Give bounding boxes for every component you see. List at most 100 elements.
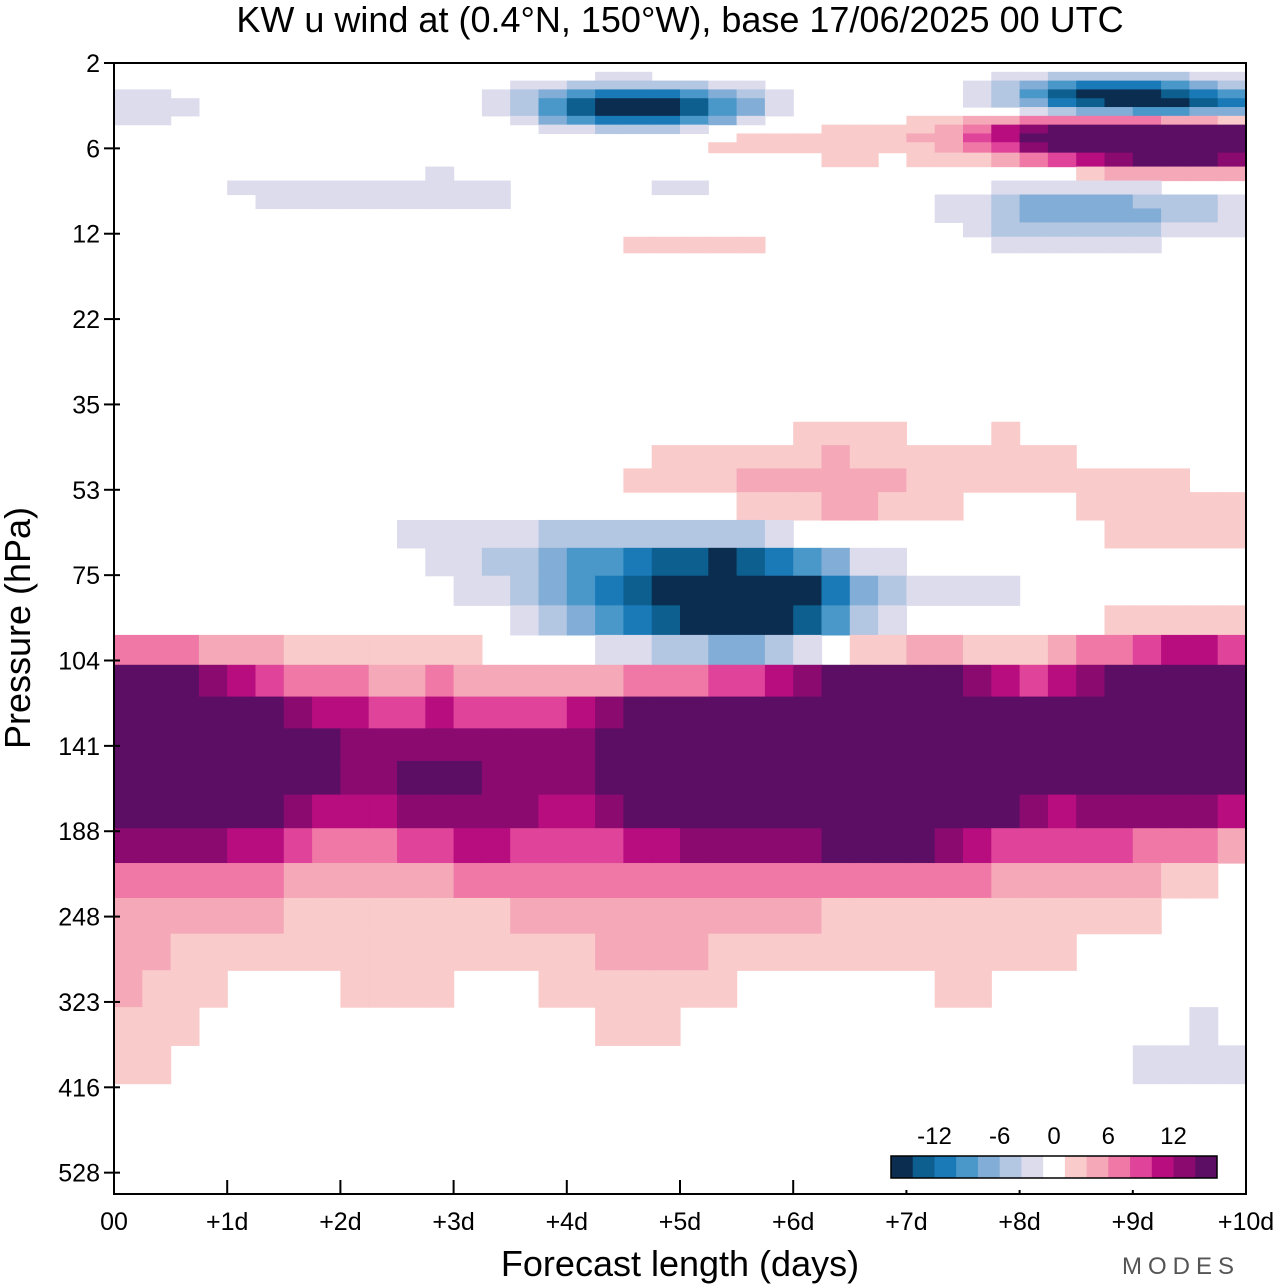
contour-cell — [934, 152, 964, 168]
legend-swatch — [1195, 1156, 1218, 1178]
contour-cell — [680, 468, 709, 493]
colorbar-legend: -12 -6 0 6 12 — [881, 1112, 1227, 1190]
contour-cell — [934, 115, 964, 126]
contour-cell — [764, 605, 794, 636]
contour-cell — [1076, 222, 1106, 238]
contour-cell — [764, 933, 794, 971]
contour-cell — [623, 970, 653, 1008]
legend-frame — [890, 1155, 1218, 1179]
contour-cell — [538, 547, 568, 577]
contour-cell — [764, 133, 794, 143]
contour-cell — [368, 194, 398, 210]
contour-cell — [651, 933, 681, 971]
contour-cell — [510, 547, 540, 577]
contour-cell — [651, 98, 681, 108]
contour-cell — [340, 760, 370, 796]
contour-cell — [849, 492, 879, 521]
contour-cell — [1217, 664, 1247, 698]
contour-cell — [1189, 222, 1219, 238]
contour-cell — [991, 863, 1021, 899]
contour-cell — [255, 828, 285, 864]
contour-cell — [1104, 133, 1134, 143]
contour-cell — [736, 728, 766, 762]
contour-cell — [1132, 222, 1162, 238]
contour-cell — [1161, 115, 1190, 126]
y-tick-label: 141 — [58, 733, 100, 761]
contour-cell — [1132, 794, 1162, 829]
contour-cell — [1132, 605, 1162, 636]
contour-cell — [1104, 519, 1134, 549]
contour-cell — [1217, 696, 1247, 729]
contour-cell — [906, 142, 936, 154]
contour-cell — [170, 933, 200, 971]
contour-cell — [821, 794, 851, 829]
contour-cell — [651, 970, 681, 1008]
contour-cell — [1161, 634, 1190, 666]
contour-cell — [481, 863, 511, 899]
contour-cell — [934, 468, 964, 493]
contour-cell — [821, 445, 851, 470]
contour-cell — [963, 152, 992, 168]
contour-cell — [793, 760, 823, 796]
contour-cell — [906, 933, 936, 971]
contour-cell — [595, 124, 624, 135]
contour-cell — [1132, 180, 1162, 196]
contour-cell — [1189, 492, 1219, 521]
contour-cell — [283, 728, 313, 762]
contour-cell — [312, 760, 341, 796]
contour-cell — [991, 634, 1021, 666]
contour-cell — [651, 547, 681, 577]
contour-cell — [397, 933, 426, 971]
contour-cell — [991, 152, 1021, 168]
contour-cell — [651, 828, 681, 864]
contour-cell — [1189, 152, 1219, 168]
contour-cell — [510, 80, 540, 91]
contour-cell — [764, 142, 794, 154]
contour-cell — [963, 933, 992, 971]
contour-cell — [651, 696, 681, 729]
contour-cell — [906, 445, 936, 470]
contour-cell — [680, 115, 709, 126]
contour-cell — [849, 605, 879, 636]
y-tick-label: 35 — [72, 391, 100, 419]
contour-cell — [991, 133, 1021, 143]
contour-cell — [991, 445, 1021, 470]
contour-cell — [1076, 794, 1106, 829]
contour-cell — [595, 664, 624, 698]
contour-cell — [906, 728, 936, 762]
legend-swatch — [999, 1156, 1022, 1178]
contour-cell — [566, 98, 596, 108]
contour-cell — [878, 133, 907, 143]
contour-cell — [1132, 492, 1162, 521]
contour-cell — [736, 133, 766, 143]
contour-cell — [623, 664, 653, 698]
contour-cell — [1104, 98, 1134, 108]
contour-cell — [453, 760, 483, 796]
contour-cell — [227, 760, 257, 796]
contour-cell — [651, 445, 681, 470]
contour-cell — [453, 897, 483, 935]
contour-cell — [368, 863, 398, 899]
contour-cell — [793, 605, 823, 636]
contour-cell — [481, 897, 511, 935]
contour-cell — [1104, 236, 1134, 254]
contour-cell — [1076, 634, 1106, 666]
contour-cell — [368, 664, 398, 698]
contour-cell — [991, 71, 1021, 82]
contour-cell — [708, 547, 738, 577]
contour-cell — [1132, 634, 1162, 666]
contour-cell — [1019, 696, 1049, 729]
contour-cell — [934, 634, 964, 666]
contour-cell — [1104, 605, 1134, 636]
contour-cell — [566, 897, 596, 935]
legend-swatch — [1130, 1156, 1153, 1178]
contour-cell — [595, 933, 624, 971]
contour-cell — [623, 575, 653, 606]
contour-cell — [510, 107, 540, 117]
contour-cell — [963, 970, 992, 1008]
contour-cell — [736, 897, 766, 935]
contour-cell — [821, 468, 851, 493]
contour-cell — [283, 696, 313, 729]
contour-cell — [368, 970, 398, 1008]
contour-cell — [114, 794, 143, 829]
